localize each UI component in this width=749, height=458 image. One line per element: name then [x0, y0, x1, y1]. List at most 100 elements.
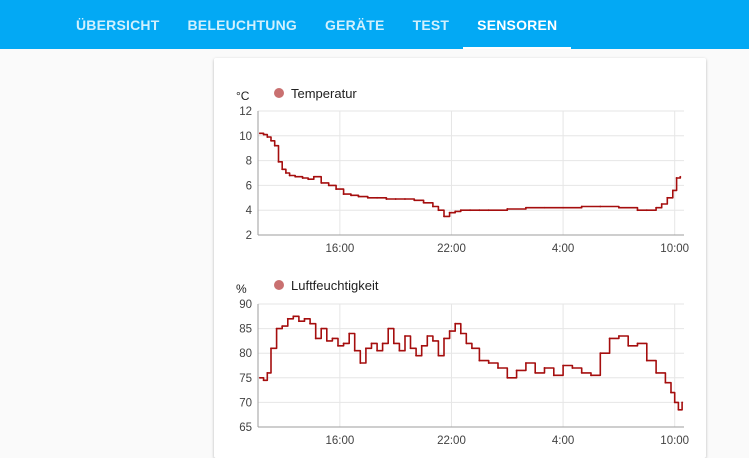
humidity-data-point — [448, 330, 451, 332]
temp-data-point — [636, 209, 639, 212]
humidity-ytick-label: 75 — [239, 373, 252, 385]
humidity-data-point — [664, 381, 667, 384]
temp-ytick-label: 6 — [246, 180, 252, 192]
humidity-data-point — [506, 376, 509, 379]
humidity-data-point — [298, 320, 300, 323]
humidity-data-point — [420, 344, 423, 347]
humidity-data-point — [309, 322, 311, 325]
humidity-data-point — [608, 337, 611, 340]
humidity-ytick-label: 70 — [239, 397, 252, 409]
temp-data-point — [655, 206, 657, 209]
humidity-series-line — [259, 315, 683, 411]
temp-data-point — [270, 139, 272, 142]
humidity-legend-label: Luftfeuchtigkeit — [291, 278, 379, 293]
humidity-data-point — [673, 401, 676, 404]
humidity-data-point — [459, 332, 462, 335]
temp-data-point — [431, 205, 434, 208]
humidity-data-point — [562, 364, 564, 367]
humidity-data-point — [262, 379, 265, 382]
tab-beleuchtung[interactable]: BELEUCHTUNG — [187, 16, 298, 33]
temp-series-line — [259, 132, 682, 218]
humidity-data-point — [431, 340, 434, 342]
temp-data-point — [273, 144, 276, 147]
history-charts: 2 4 6 8 10 12 16:00 22:00 4:00 10:00 °C Temperatur 6… — [236, 86, 689, 447]
temp-data-point — [307, 178, 310, 181]
temp-data-point — [660, 203, 663, 205]
temp-data-point — [394, 198, 397, 200]
temp-data-point — [258, 132, 261, 135]
temp-data-point — [454, 210, 457, 213]
temp-data-point — [562, 206, 564, 209]
temp-ytick-label: 4 — [246, 205, 253, 217]
temp-data-point — [262, 133, 265, 136]
humidity-data-point — [370, 342, 373, 345]
temp-data-point — [543, 206, 546, 209]
temp-data-point — [327, 184, 330, 187]
temp-data-point — [376, 196, 378, 199]
humidity-data-point — [364, 347, 367, 350]
temp-legend-label: Temperatur — [291, 86, 357, 101]
humidity-data-point — [314, 337, 317, 340]
humidity-data-point — [543, 367, 546, 369]
humidity-data-point — [670, 391, 672, 394]
humidity-data-point — [381, 342, 384, 345]
humidity-ytick-label: 80 — [239, 348, 252, 360]
temp-data-point — [312, 175, 315, 178]
humidity-ytick-label: 65 — [239, 422, 252, 434]
temp-xtick-label: 16:00 — [325, 243, 354, 255]
temp-data-point — [675, 177, 678, 179]
humidity-data-point — [409, 347, 412, 350]
tab-geraete[interactable]: GERÄTE — [325, 16, 385, 33]
temp-data-point — [285, 172, 287, 174]
humidity-data-point — [281, 325, 284, 328]
temp-ytick-label: 10 — [239, 131, 252, 143]
temp-data-point — [266, 136, 269, 138]
humidity-data-point — [286, 317, 289, 320]
humidity-legend-swatch — [274, 280, 284, 290]
tab-sensoren[interactable]: SENSOREN — [463, 0, 572, 49]
humidity-data-point — [515, 369, 518, 372]
humidity-unit-label: % — [236, 282, 247, 296]
humidity-xtick-label: 10:00 — [660, 435, 689, 447]
tab-uebersicht[interactable]: ÜBERSICHT — [76, 16, 160, 33]
humidity-data-point — [677, 408, 680, 411]
humidity-data-point — [398, 349, 401, 352]
humidity-data-point — [655, 371, 657, 374]
temp-data-point — [342, 193, 345, 195]
temp-data-point — [478, 209, 481, 212]
top-app-bar: ÜBERSICHT BELEUCHTUNG GERÄTE TEST SENSOR… — [0, 0, 749, 49]
humidity-data-point — [534, 371, 537, 374]
temp-data-point — [357, 195, 360, 198]
humidity-data-point — [497, 367, 499, 369]
temp-data-point — [645, 209, 648, 212]
temp-ytick-label: 2 — [246, 230, 252, 242]
humidity-data-point — [292, 315, 295, 318]
humidity-data-point — [359, 362, 362, 364]
humidity-data-point — [645, 359, 648, 362]
temp-data-point — [459, 209, 462, 212]
temp-data-point — [599, 205, 602, 208]
humidity-xtick-label: 16:00 — [325, 435, 354, 447]
humidity-data-point — [580, 371, 583, 374]
humidity-ytick-label: 85 — [239, 324, 252, 336]
humidity-data-point — [571, 367, 574, 369]
humidity-data-point — [275, 327, 278, 330]
humidity-data-point — [387, 327, 390, 330]
humidity-data-point — [353, 349, 356, 352]
humidity-data-point — [617, 335, 620, 337]
temp-data-point — [580, 205, 583, 208]
humidity-data-point — [443, 337, 445, 340]
temp-data-point — [443, 215, 445, 218]
humidity-xtick-label: 4:00 — [552, 435, 574, 447]
humidity-data-point — [376, 349, 378, 352]
tab-test[interactable]: TEST — [412, 16, 450, 33]
temp-data-point — [288, 174, 291, 177]
temp-data-point — [617, 206, 620, 209]
humidity-data-point — [465, 342, 468, 345]
temp-data-point — [437, 209, 440, 212]
humidity-data-point — [552, 374, 555, 377]
temp-data-point — [366, 196, 369, 199]
humidity-data-point — [331, 337, 334, 340]
temp-data-point — [404, 198, 406, 200]
humidity-data-point — [426, 335, 429, 337]
